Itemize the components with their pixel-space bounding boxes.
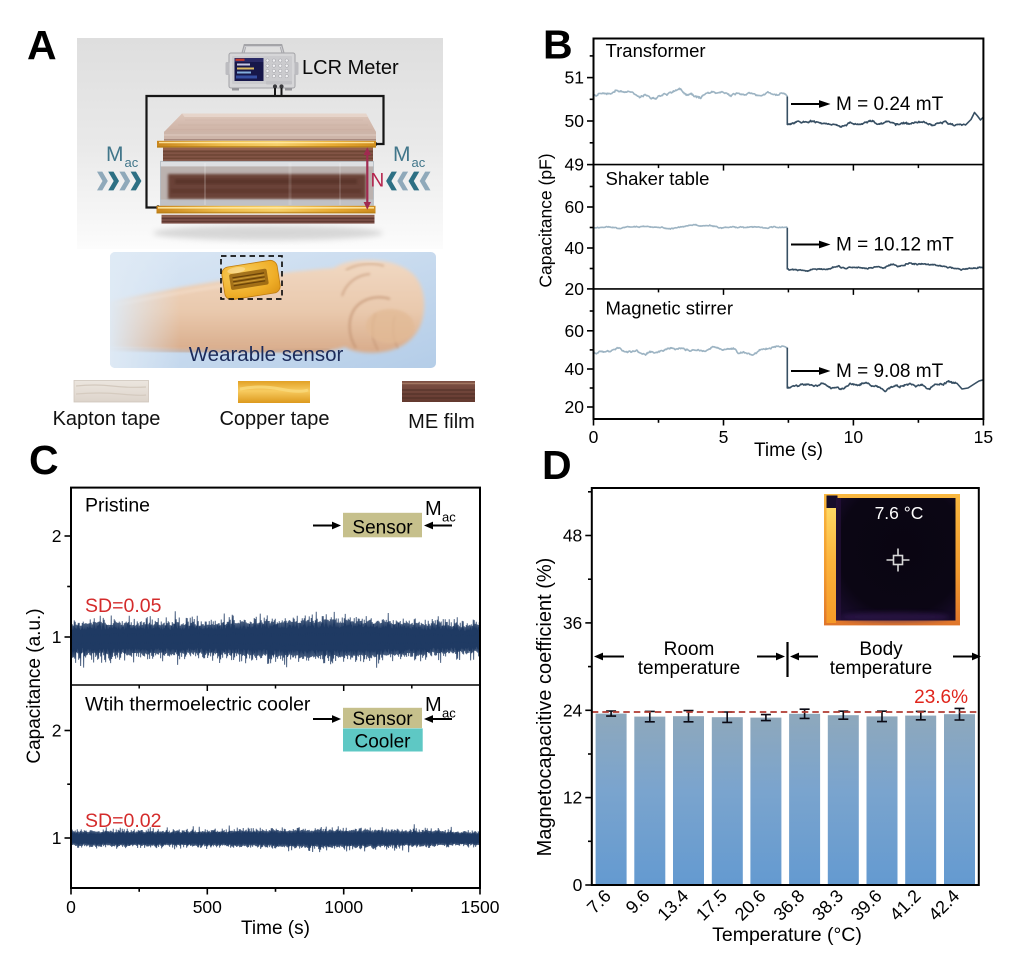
svg-text:60: 60 — [565, 197, 585, 217]
svg-text:13.4: 13.4 — [653, 886, 692, 925]
svg-text:M: M — [425, 694, 442, 716]
svg-text:Pristine: Pristine — [85, 495, 150, 517]
svg-text:Shaker table: Shaker table — [606, 168, 710, 189]
svg-text:Wtih thermoelectric cooler: Wtih thermoelectric cooler — [85, 694, 311, 716]
svg-text:1: 1 — [52, 627, 62, 647]
svg-text:SD=0.02: SD=0.02 — [85, 810, 161, 832]
svg-text:ME film: ME film — [408, 411, 475, 433]
svg-text:51: 51 — [565, 68, 584, 88]
svg-text:temperature: temperature — [638, 658, 740, 679]
svg-text:23.6%: 23.6% — [914, 687, 968, 708]
svg-text:20: 20 — [565, 279, 585, 299]
svg-text:Cooler: Cooler — [355, 732, 412, 753]
svg-text:Temperature (°C): Temperature (°C) — [712, 924, 862, 946]
svg-text:24: 24 — [563, 700, 583, 720]
svg-text:0: 0 — [589, 427, 599, 447]
svg-text:D: D — [542, 442, 572, 488]
svg-text:1500: 1500 — [461, 897, 500, 917]
svg-text:Room: Room — [664, 639, 715, 660]
svg-text:Sensor: Sensor — [352, 709, 413, 730]
svg-text:60: 60 — [565, 321, 585, 341]
svg-text:40: 40 — [565, 359, 585, 379]
svg-text:ac: ac — [442, 510, 456, 525]
svg-text:Wearable sensor: Wearable sensor — [189, 343, 344, 366]
svg-text:A: A — [27, 22, 57, 68]
svg-text:10: 10 — [844, 427, 864, 447]
svg-text:1: 1 — [52, 828, 62, 848]
svg-text:M: M — [393, 143, 411, 166]
svg-text:Kapton tape: Kapton tape — [53, 408, 161, 430]
svg-text:40: 40 — [565, 238, 585, 258]
svg-text:36: 36 — [563, 613, 582, 633]
svg-text:20.6: 20.6 — [731, 886, 770, 925]
svg-text:1000: 1000 — [324, 897, 363, 917]
svg-text:5: 5 — [719, 427, 729, 447]
svg-text:Capacitance (pF): Capacitance (pF) — [536, 153, 556, 287]
svg-text:M = 0.24 mT: M = 0.24 mT — [836, 94, 944, 115]
svg-text:0: 0 — [573, 875, 583, 895]
svg-text:7.6 °C: 7.6 °C — [875, 503, 924, 523]
svg-text:C: C — [29, 440, 59, 483]
svg-text:Magnetic stirrer: Magnetic stirrer — [606, 298, 733, 319]
svg-text:49: 49 — [565, 155, 584, 175]
svg-text:N: N — [371, 171, 385, 192]
svg-text:M = 10.12 mT: M = 10.12 mT — [836, 235, 954, 256]
svg-text:500: 500 — [193, 897, 222, 917]
svg-text:temperature: temperature — [830, 658, 932, 679]
svg-text:38.3: 38.3 — [808, 886, 847, 925]
svg-text:7.6: 7.6 — [583, 886, 615, 918]
svg-text:B: B — [543, 22, 573, 68]
svg-text:Time (s): Time (s) — [241, 918, 310, 939]
svg-text:Capacitance (a.u.): Capacitance (a.u.) — [24, 608, 45, 763]
svg-text:M: M — [106, 143, 124, 166]
svg-text:2: 2 — [52, 721, 62, 741]
svg-text:Body: Body — [859, 639, 903, 660]
svg-text:ac: ac — [442, 706, 456, 721]
svg-text:M: M — [425, 498, 442, 520]
svg-text:9.6: 9.6 — [622, 886, 654, 918]
svg-text:41.2: 41.2 — [886, 886, 925, 925]
svg-text:LCR Meter: LCR Meter — [302, 57, 399, 79]
svg-text:Sensor: Sensor — [352, 518, 413, 539]
svg-text:39.6: 39.6 — [847, 886, 886, 925]
svg-text:50: 50 — [565, 111, 585, 131]
svg-text:ac: ac — [412, 155, 426, 170]
svg-text:2: 2 — [52, 526, 62, 546]
svg-text:M = 9.08 mT: M = 9.08 mT — [836, 361, 944, 382]
svg-text:36.8: 36.8 — [770, 886, 809, 925]
svg-text:ac: ac — [125, 155, 139, 170]
svg-text:0: 0 — [66, 897, 76, 917]
svg-text:SD=0.05: SD=0.05 — [85, 595, 162, 617]
svg-text:Copper tape: Copper tape — [219, 408, 329, 430]
svg-text:12: 12 — [563, 788, 582, 808]
svg-text:Time (s): Time (s) — [754, 440, 823, 460]
svg-text:Transformer: Transformer — [606, 40, 706, 61]
svg-text:42.4: 42.4 — [924, 886, 963, 925]
svg-text:17.5: 17.5 — [692, 886, 731, 925]
svg-text:15: 15 — [974, 427, 993, 447]
svg-text:48: 48 — [563, 526, 582, 546]
svg-text:Magnetocapacitive coefficient: Magnetocapacitive coefficient (%) — [534, 558, 556, 857]
svg-text:20: 20 — [565, 397, 585, 417]
